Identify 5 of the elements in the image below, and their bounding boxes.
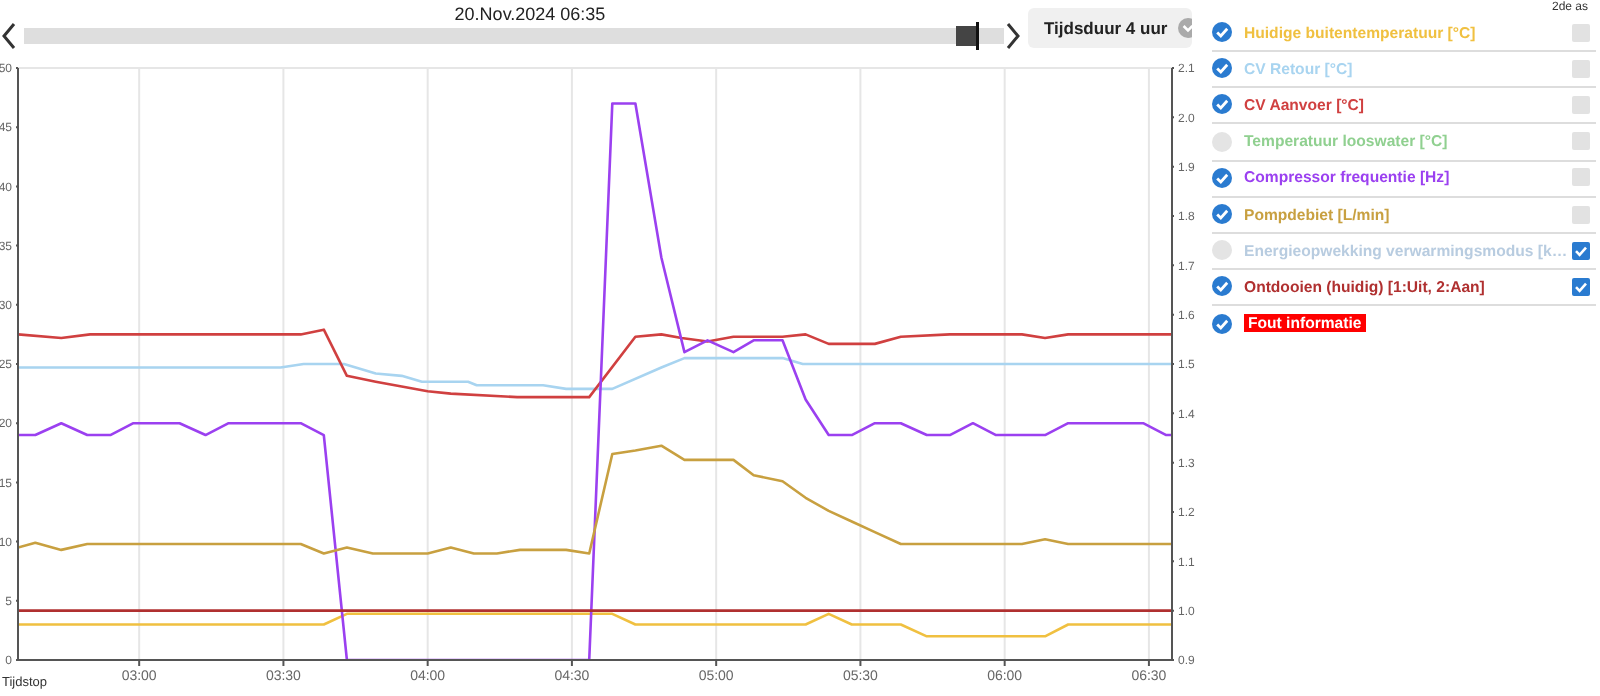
line-series (18, 328, 1172, 399)
line-series (18, 356, 1172, 391)
chart-title: 20.Nov.2024 06:35 (452, 4, 608, 24)
line-series (18, 444, 1172, 555)
text: Tijdsduur 4 uur (1044, 18, 1168, 38)
